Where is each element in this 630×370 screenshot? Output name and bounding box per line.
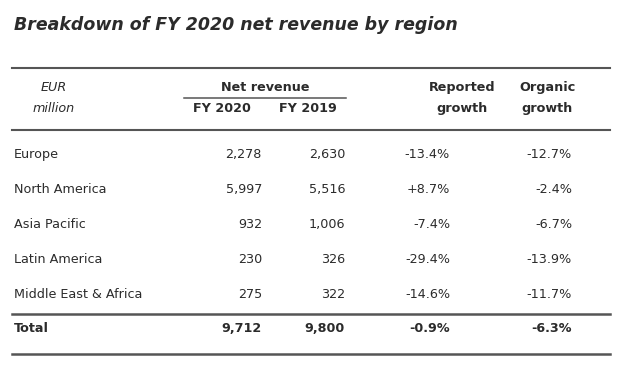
Text: 2,630: 2,630	[309, 148, 345, 161]
Text: Total: Total	[14, 322, 49, 335]
Text: FY 2020: FY 2020	[193, 102, 251, 115]
Text: -2.4%: -2.4%	[535, 183, 572, 196]
Text: -12.7%: -12.7%	[527, 148, 572, 161]
Text: 9,712: 9,712	[222, 322, 262, 335]
Text: 326: 326	[321, 253, 345, 266]
Text: -11.7%: -11.7%	[527, 288, 572, 301]
Text: 2,278: 2,278	[226, 148, 262, 161]
Text: North America: North America	[14, 183, 106, 196]
Text: Breakdown of FY 2020 net revenue by region: Breakdown of FY 2020 net revenue by regi…	[14, 16, 458, 34]
Text: 322: 322	[321, 288, 345, 301]
Text: FY 2019: FY 2019	[279, 102, 337, 115]
Text: 9,800: 9,800	[305, 322, 345, 335]
Text: 1,006: 1,006	[309, 218, 345, 231]
Text: -13.4%: -13.4%	[404, 148, 450, 161]
Text: 5,997: 5,997	[226, 183, 262, 196]
Text: -13.9%: -13.9%	[527, 253, 572, 266]
Text: growth: growth	[437, 102, 488, 115]
Text: 230: 230	[238, 253, 262, 266]
Text: Reported: Reported	[428, 81, 495, 94]
Text: Organic: Organic	[519, 81, 575, 94]
Text: -6.7%: -6.7%	[535, 218, 572, 231]
Text: 932: 932	[238, 218, 262, 231]
Text: 275: 275	[238, 288, 262, 301]
Text: Net revenue: Net revenue	[220, 81, 309, 94]
Text: Middle East & Africa: Middle East & Africa	[14, 288, 142, 301]
Text: 5,516: 5,516	[309, 183, 345, 196]
Text: Asia Pacific: Asia Pacific	[14, 218, 86, 231]
Text: -14.6%: -14.6%	[405, 288, 450, 301]
Text: million: million	[33, 102, 75, 115]
Text: -7.4%: -7.4%	[413, 218, 450, 231]
Text: EUR: EUR	[41, 81, 67, 94]
Text: -0.9%: -0.9%	[410, 322, 450, 335]
Text: Latin America: Latin America	[14, 253, 102, 266]
Text: growth: growth	[522, 102, 573, 115]
Text: -29.4%: -29.4%	[405, 253, 450, 266]
Text: +8.7%: +8.7%	[406, 183, 450, 196]
Text: -6.3%: -6.3%	[532, 322, 572, 335]
Text: Europe: Europe	[14, 148, 59, 161]
